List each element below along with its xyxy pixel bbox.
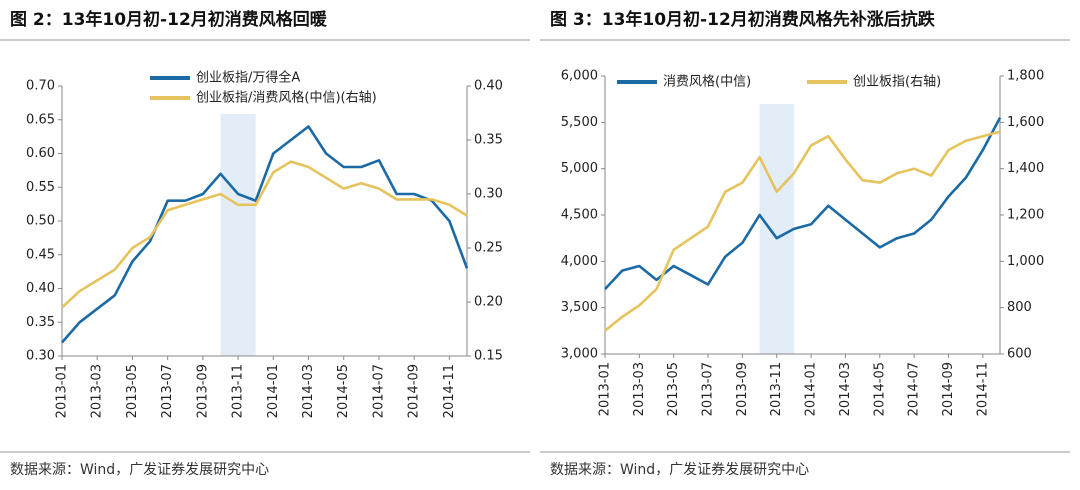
x-tick-label: 2013-05 [125,364,140,418]
chart-panel: 图 2：13年10月初-12月初消费风格回暖数据来源：Wind，广发证券发展研究… [0,9,530,478]
y2-tick-label: 1,400 [1007,161,1044,176]
highlight-band [220,114,256,356]
x-tick-label: 2014-01 [804,362,819,416]
x-tick-label: 2014-11 [442,364,457,418]
source: 数据来源：Wind，广发证券发展研究中心 [10,462,269,478]
y-tick-label: 0.70 [26,79,55,94]
y-tick-label: 0.30 [26,349,55,364]
x-tick-label: 2013-03 [90,364,105,418]
y-tick-label: 5,000 [561,161,598,176]
highlight-band [759,104,794,354]
y2-tick-label: 1,600 [1007,115,1044,130]
y-tick-label: 5,500 [561,115,598,130]
chart-title: 图 3：13年10月初-12月初消费风格先补涨后抗跌 [550,9,936,30]
x-tick-label: 2014-03 [301,364,316,418]
y-tick-label: 3,500 [561,300,598,315]
x-tick-label: 2014-01 [266,364,281,418]
y-tick-label: 3,000 [561,347,598,362]
x-tick-label: 2013-09 [195,364,210,418]
x-tick-label: 2014-05 [336,364,351,418]
chart-title: 图 2：13年10月初-12月初消费风格回暖 [10,9,328,30]
y2-tick-label: 600 [1007,347,1032,362]
y-tick-label: 6,000 [561,69,598,84]
y2-tick-label: 1,200 [1007,208,1044,223]
x-tick-label: 2013-09 [735,362,750,416]
x-tick-label: 2013-01 [55,364,70,418]
y-tick-label: 0.55 [26,180,55,195]
y2-tick-label: 0.30 [474,187,503,202]
y-tick-label: 0.60 [26,146,55,161]
series-line [604,117,1002,290]
series-line [61,125,469,344]
series-line [604,130,1001,332]
y2-tick-label: 0.15 [474,349,503,364]
x-tick-label: 2013-11 [769,362,784,416]
x-tick-label: 2014-07 [907,362,922,416]
y2-tick-label: 800 [1007,300,1032,315]
legend-label: 创业板指/万得全A [196,70,300,86]
legend-label: 创业板指(右轴) [853,75,941,90]
x-tick-label: 2013-11 [231,364,246,418]
y-tick-label: 0.65 [26,112,55,127]
y2-tick-label: 0.20 [474,295,503,310]
y2-tick-label: 1,800 [1007,69,1044,84]
y-tick-label: 4,000 [561,254,598,269]
x-tick-label: 2013-03 [632,362,647,416]
y2-tick-label: 0.40 [474,79,503,94]
series-line [61,160,468,309]
y-tick-label: 0.45 [26,247,55,262]
y2-tick-label: 1,000 [1007,254,1044,269]
x-tick-label: 2014-07 [371,364,386,418]
y2-tick-label: 0.25 [474,241,503,256]
x-tick-label: 2013-01 [598,362,613,416]
x-tick-label: 2014-03 [838,362,853,416]
source: 数据来源：Wind，广发证券发展研究中心 [550,462,809,478]
x-tick-label: 2014-05 [872,362,887,416]
legend-label: 创业板指/消费风格(中信)(右轴) [196,90,377,106]
x-tick-label: 2014-09 [941,362,956,416]
legend-label: 消费风格(中信) [663,74,751,90]
y-tick-label: 0.40 [26,281,55,296]
y-tick-label: 4,500 [561,208,598,223]
x-tick-label: 2014-09 [407,364,422,418]
x-tick-label: 2014-11 [975,362,990,416]
x-tick-label: 2013-05 [666,362,681,416]
y-tick-label: 0.50 [26,214,55,229]
chart-panel: 图 3：13年10月初-12月初消费风格先补涨后抗跌数据来源：Wind，广发证券… [540,9,1070,478]
y2-tick-label: 0.35 [474,133,503,148]
x-tick-label: 2013-07 [701,362,716,416]
y-tick-label: 0.35 [26,315,55,330]
x-tick-label: 2013-07 [160,364,175,418]
